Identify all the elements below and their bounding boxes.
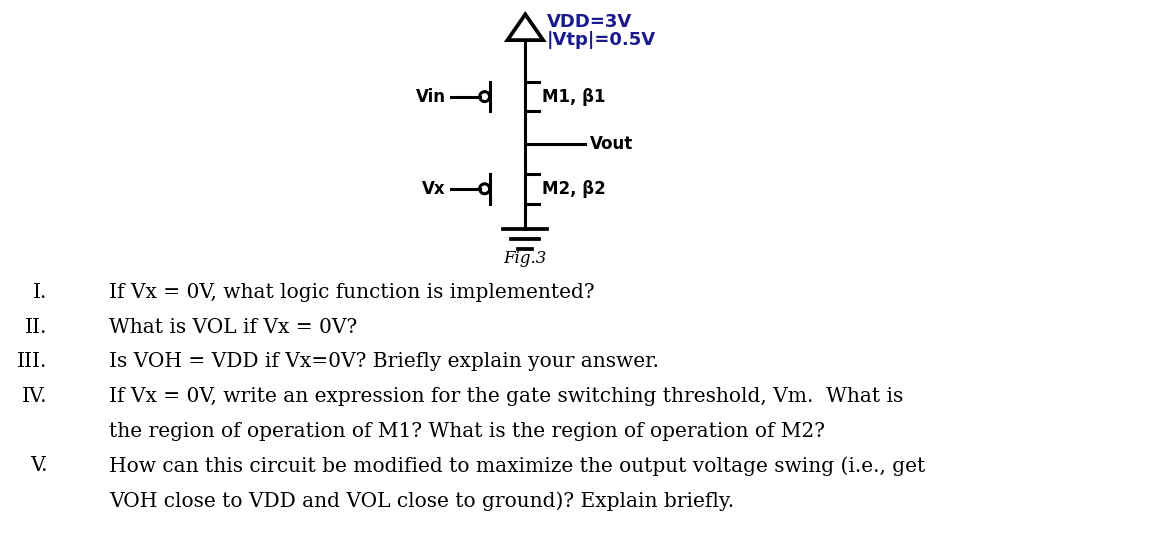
Text: VOH close to VDD and VOL close to ground)? Explain briefly.: VOH close to VDD and VOL close to ground… — [110, 491, 734, 511]
Text: the region of operation of M1? What is the region of operation of M2?: the region of operation of M1? What is t… — [110, 422, 826, 440]
Text: II.: II. — [25, 317, 47, 337]
Text: M2, β2: M2, β2 — [542, 180, 605, 198]
Text: IV.: IV. — [22, 387, 47, 406]
Text: V.: V. — [30, 457, 47, 475]
Text: If Vx = 0V, what logic function is implemented?: If Vx = 0V, what logic function is imple… — [110, 283, 595, 302]
Text: How can this circuit be modified to maximize the output voltage swing (i.e., get: How can this circuit be modified to maxi… — [110, 457, 925, 476]
Text: Vout: Vout — [589, 135, 633, 153]
Text: M1, β1: M1, β1 — [542, 88, 605, 105]
Text: I.: I. — [33, 283, 47, 302]
Text: |Vtp|=0.5V: |Vtp|=0.5V — [547, 31, 656, 49]
Text: Vin: Vin — [416, 88, 446, 105]
Text: III.: III. — [17, 352, 47, 371]
Text: Is VOH = VDD if Vx=0V? Briefly explain your answer.: Is VOH = VDD if Vx=0V? Briefly explain y… — [110, 352, 660, 371]
Text: Vx: Vx — [422, 180, 446, 198]
Text: Fig.3: Fig.3 — [504, 250, 547, 267]
Text: What is VOL if Vx = 0V?: What is VOL if Vx = 0V? — [110, 317, 357, 337]
Text: If Vx = 0V, write an expression for the gate switching threshold, Vm.  What is: If Vx = 0V, write an expression for the … — [110, 387, 903, 406]
Text: VDD=3V: VDD=3V — [547, 13, 632, 31]
